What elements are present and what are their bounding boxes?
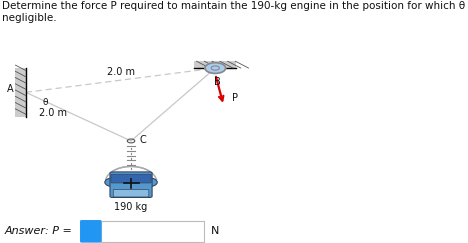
Text: Answer: P =: Answer: P =: [5, 226, 73, 236]
Text: 190 kg: 190 kg: [114, 202, 148, 212]
Circle shape: [205, 63, 226, 73]
Text: Determine the force P required to maintain the 190-kg engine in the position for: Determine the force P required to mainta…: [2, 1, 468, 11]
Text: θ: θ: [42, 97, 48, 107]
Bar: [194, 61, 236, 68]
Bar: [15, 68, 26, 117]
Text: negligible.: negligible.: [2, 13, 57, 23]
FancyBboxPatch shape: [113, 190, 149, 197]
FancyBboxPatch shape: [80, 220, 102, 243]
Text: C: C: [139, 135, 146, 145]
Circle shape: [105, 178, 122, 187]
FancyBboxPatch shape: [101, 221, 204, 242]
Text: B: B: [214, 77, 221, 87]
Text: P: P: [232, 93, 238, 104]
Text: i: i: [89, 226, 93, 236]
Circle shape: [140, 178, 157, 187]
FancyBboxPatch shape: [110, 172, 152, 197]
Text: 2.0 m: 2.0 m: [39, 108, 66, 118]
FancyBboxPatch shape: [111, 174, 151, 183]
Text: A: A: [7, 84, 14, 94]
Text: N: N: [211, 226, 219, 236]
Text: 2.0 m: 2.0 m: [107, 67, 134, 77]
